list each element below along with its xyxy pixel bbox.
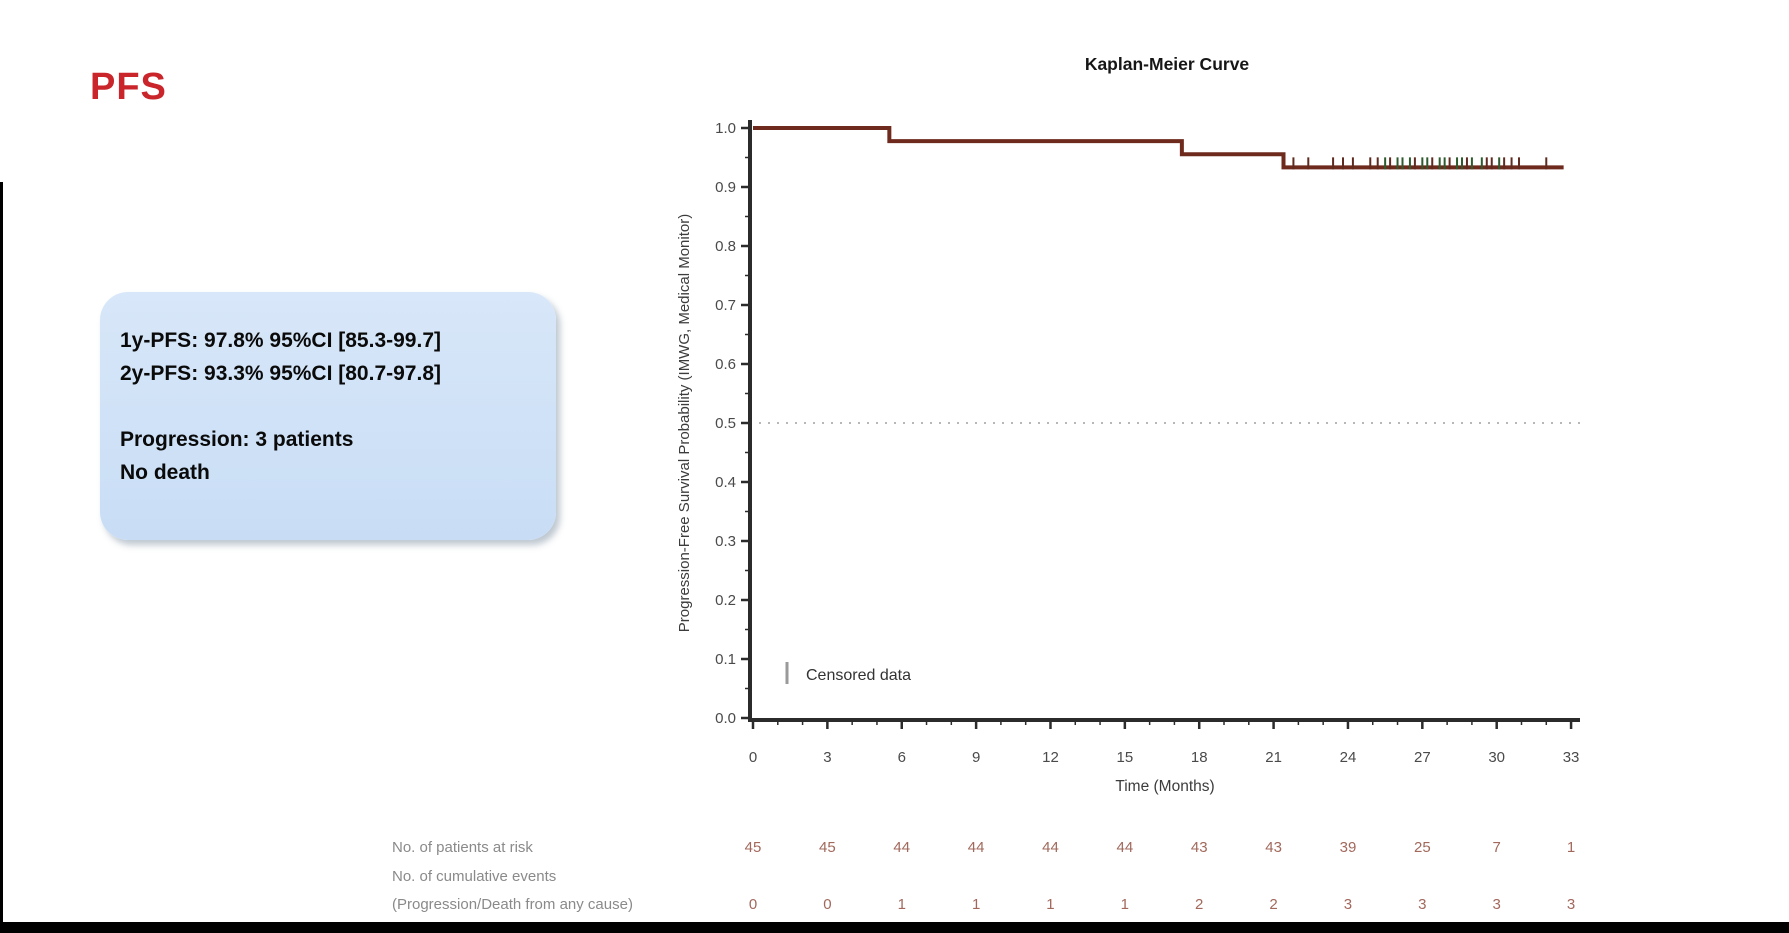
- x-tick-label: 6: [898, 749, 906, 766]
- at-risk-value: 43: [1191, 839, 1208, 856]
- slide-left-border: [0, 182, 3, 933]
- x-tick-label: 9: [972, 749, 980, 766]
- at-risk-value: 1: [1567, 839, 1575, 856]
- at-risk-value: 25: [1414, 839, 1431, 856]
- at-risk-value: 7: [1493, 839, 1501, 856]
- y-tick-label: 0.7: [715, 297, 736, 314]
- pfs-stats-callout: 1y-PFS: 97.8% 95%CI [85.3-99.7] 2y-PFS: …: [100, 292, 556, 540]
- legend-label: Censored data: [806, 667, 911, 684]
- x-tick-label: 12: [1042, 749, 1059, 766]
- cumulative-events-value: 0: [749, 896, 757, 913]
- chart-generated-layer: 1.00.90.80.70.60.50.40.30.20.10.00 3 6 9 12 1…: [392, 120, 1580, 913]
- cumulative-events-value: 1: [1046, 896, 1054, 913]
- at-risk-value: 43: [1265, 839, 1282, 856]
- cumulative-events-value: 1: [972, 896, 980, 913]
- x-axis-label: Time (Months): [1115, 778, 1214, 795]
- cumulative-events-value: 3: [1418, 896, 1426, 913]
- stat-1y-pfs: 1y-PFS: 97.8% 95%CI [85.3-99.7]: [120, 329, 441, 352]
- x-tick-label: 30: [1488, 749, 1505, 766]
- x-tick-label: 0: [749, 749, 757, 766]
- y-tick-label: 0.2: [715, 592, 736, 609]
- x-tick-label: 33: [1563, 749, 1580, 766]
- at-risk-value: 44: [893, 839, 910, 856]
- y-tick-label: 0.0: [715, 710, 736, 727]
- stat-2y-pfs: 2y-PFS: 93.3% 95%CI [80.7-97.8]: [120, 362, 441, 385]
- x-tick-label: 18: [1191, 749, 1208, 766]
- y-axis-label: Progression-Free Survival Probability (I…: [676, 214, 693, 632]
- cumulative-events-value: 1: [1121, 896, 1129, 913]
- cumulative-events-value: 2: [1195, 896, 1203, 913]
- y-tick-label: 0.6: [715, 356, 736, 373]
- page-title: PFS: [90, 66, 167, 108]
- slide-bottom-border: [0, 922, 1789, 933]
- at-risk-value: 44: [1117, 839, 1134, 856]
- at-risk-value: 44: [1042, 839, 1059, 856]
- cumulative-events-value: 0: [823, 896, 831, 913]
- y-tick-label: 1.0: [715, 120, 736, 137]
- y-tick-label: 0.5: [715, 415, 736, 432]
- at-risk-value: 45: [745, 839, 762, 856]
- cumulative-events-row-label: No. of cumulative events: [392, 868, 556, 885]
- cumulative-events-value: 3: [1567, 896, 1575, 913]
- x-tick-label: 21: [1265, 749, 1282, 766]
- at-risk-value: 44: [968, 839, 985, 856]
- y-tick-label: 0.9: [715, 179, 736, 196]
- x-tick-label: 24: [1340, 749, 1357, 766]
- at-risk-value: 39: [1340, 839, 1357, 856]
- at-risk-value: 45: [819, 839, 836, 856]
- censored-data-legend: Censored data: [785, 662, 911, 684]
- y-tick-label: 0.8: [715, 238, 736, 255]
- chart-title: Kaplan-Meier Curve: [1085, 54, 1250, 74]
- cumulative-events-row-sublabel: (Progression/Death from any cause): [392, 896, 633, 913]
- stat-no-death: No death: [120, 461, 210, 484]
- at-risk-row-label: No. of patients at risk: [392, 839, 533, 856]
- cumulative-events-value: 3: [1344, 896, 1352, 913]
- x-tick-label: 27: [1414, 749, 1431, 766]
- km-survival-curve: [753, 126, 1564, 170]
- stat-progression: Progression: 3 patients: [120, 428, 354, 451]
- y-tick-label: 0.3: [715, 533, 736, 550]
- x-tick-label: 15: [1117, 749, 1134, 766]
- cumulative-events-value: 2: [1269, 896, 1277, 913]
- y-tick-label: 0.1: [715, 651, 736, 668]
- y-tick-label: 0.4: [715, 474, 736, 491]
- cumulative-events-value: 1: [898, 896, 906, 913]
- x-tick-label: 3: [823, 749, 831, 766]
- cumulative-events-value: 3: [1493, 896, 1501, 913]
